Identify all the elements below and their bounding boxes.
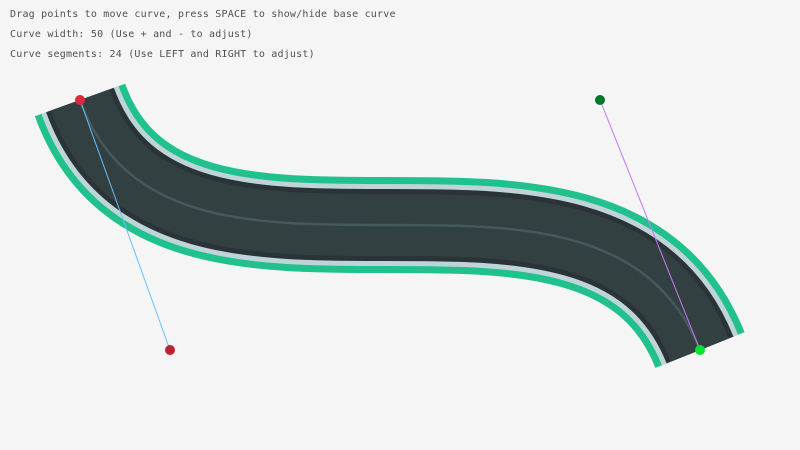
- lane-line: [78, 99, 702, 351]
- instruction-width: Curve width: 50 (Use + and - to adjust): [10, 29, 253, 40]
- instruction-drag: Drag points to move curve, press SPACE t…: [10, 9, 396, 20]
- start-point-handle[interactable]: [75, 95, 85, 105]
- start-tangent-handle[interactable]: [165, 345, 175, 355]
- instruction-segments: Curve segments: 24 (Use LEFT and RIGHT t…: [10, 49, 315, 60]
- end-tangent-handle[interactable]: [595, 95, 605, 105]
- road: [34, 81, 745, 370]
- start-tangent-line: [79, 99, 171, 351]
- end-tangent-line: [599, 99, 701, 351]
- end-point-handle[interactable]: [695, 345, 705, 355]
